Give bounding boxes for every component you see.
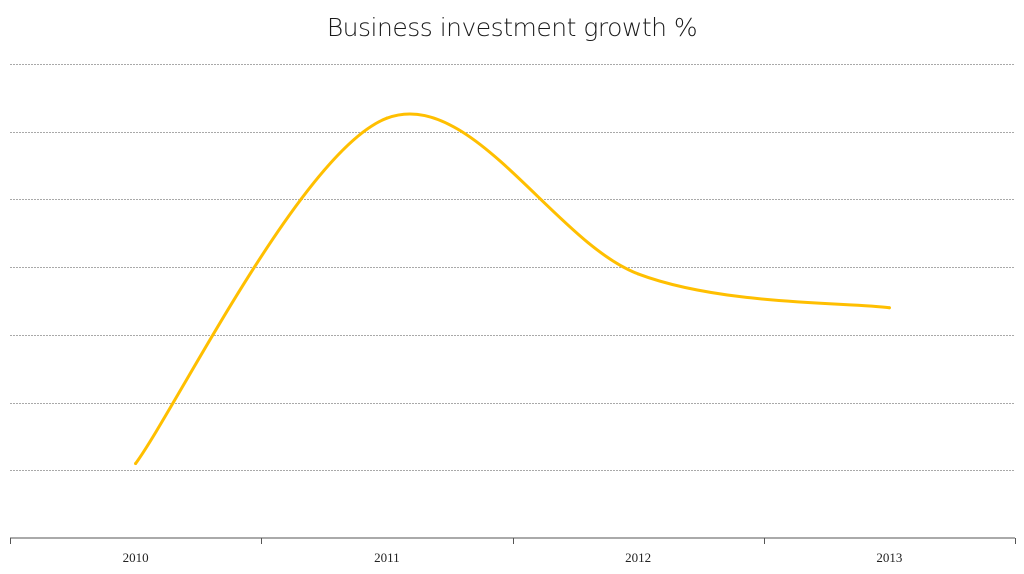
series-line (134, 112, 891, 466)
data-point (887, 306, 891, 310)
x-tick-label: 2013 (876, 550, 902, 565)
x-tick-label: 2012 (625, 550, 651, 565)
plot-area (134, 112, 891, 466)
data-point (134, 462, 138, 466)
gridlines (10, 64, 1015, 471)
data-point (636, 272, 640, 276)
chart-title: Business investment growth % (327, 13, 697, 42)
x-tick-labels: 2010 2011 2012 2013 (123, 550, 903, 565)
x-tick-label: 2010 (123, 550, 149, 565)
data-point (385, 116, 389, 120)
x-axis (10, 537, 1016, 544)
x-tick-label: 2011 (374, 550, 400, 565)
